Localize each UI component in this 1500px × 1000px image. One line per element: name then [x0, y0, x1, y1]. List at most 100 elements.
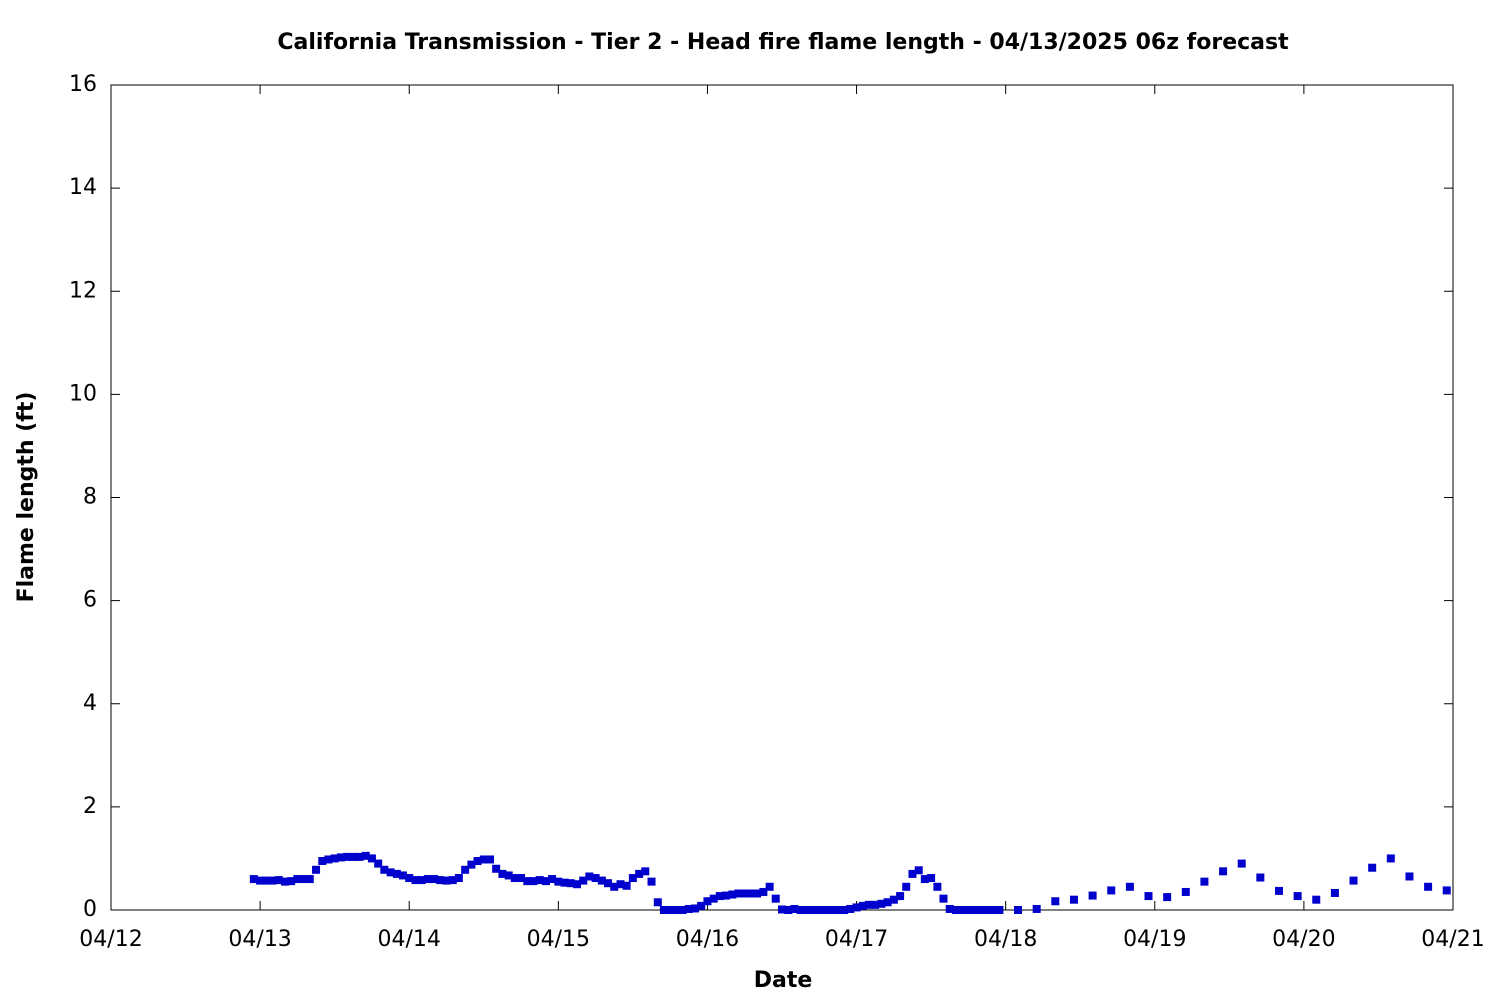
y-tick-label: 16: [69, 72, 97, 97]
data-point: [703, 897, 712, 906]
data-point: [1424, 882, 1433, 891]
data-point: [734, 889, 743, 898]
data-point: [541, 877, 550, 886]
data-point: [1200, 877, 1209, 886]
data-point: [933, 882, 942, 891]
data-point: [523, 877, 532, 886]
x-tick-label: 04/19: [1123, 927, 1186, 952]
data-point: [765, 882, 774, 891]
data-point: [784, 906, 793, 914]
data-point: [628, 874, 637, 883]
data-point: [740, 889, 749, 898]
data-point: [827, 906, 836, 914]
data-point: [392, 869, 401, 878]
data-point: [1181, 887, 1190, 896]
data-point: [572, 880, 581, 889]
data-point: [535, 876, 544, 885]
data-point: [896, 892, 905, 901]
data-point: [1088, 891, 1097, 900]
data-point: [1163, 893, 1172, 902]
data-point: [908, 869, 917, 878]
data-point: [324, 855, 333, 864]
x-tick-label: 04/13: [228, 927, 291, 952]
data-point: [510, 874, 519, 883]
x-tick-label: 04/21: [1421, 927, 1484, 952]
data-point: [566, 879, 575, 888]
data-point: [1069, 895, 1078, 904]
data-point: [902, 882, 911, 891]
x-tick-label: 04/18: [974, 927, 1037, 952]
data-point: [983, 906, 992, 914]
data-point: [1237, 859, 1246, 868]
data-point: [964, 906, 973, 914]
data-point: [809, 906, 818, 914]
y-tick-label: 2: [83, 794, 97, 819]
y-tick-label: 14: [69, 175, 97, 200]
data-point: [833, 906, 842, 914]
data-point: [989, 906, 998, 914]
data-point: [1032, 904, 1041, 913]
data-point: [945, 904, 954, 913]
data-point: [678, 906, 687, 914]
y-axis-label: Flame length (ft): [14, 392, 39, 603]
data-point: [641, 867, 650, 876]
data-point: [597, 876, 606, 885]
data-point: [920, 875, 929, 884]
data-point: [927, 874, 936, 883]
data-point: [976, 906, 985, 914]
data-point: [560, 878, 569, 887]
data-point: [293, 875, 302, 884]
data-point: [256, 876, 265, 885]
data-point: [548, 875, 557, 884]
data-point: [436, 876, 445, 885]
data-point: [653, 898, 662, 907]
data-point: [517, 874, 526, 883]
data-point: [479, 855, 488, 864]
data-point: [1405, 872, 1414, 881]
data-point: [554, 877, 563, 886]
data-point: [1274, 886, 1283, 895]
data-point: [1330, 888, 1339, 897]
data-point: [1386, 854, 1395, 863]
data-point: [603, 879, 612, 888]
data-point: [461, 865, 470, 874]
data-point: [1014, 906, 1023, 914]
data-point: [815, 906, 824, 914]
data-point: [1144, 892, 1153, 901]
data-point: [715, 892, 724, 901]
data-point: [330, 854, 339, 863]
data-point: [274, 876, 283, 885]
data-point: [753, 889, 762, 898]
data-point: [579, 876, 588, 885]
data-point: [467, 860, 476, 869]
data-point: [318, 857, 327, 866]
y-tick-label: 6: [83, 588, 97, 613]
data-point: [1051, 897, 1060, 906]
data-point: [871, 900, 880, 909]
x-axis-label: Date: [754, 968, 813, 993]
data-point: [771, 894, 780, 903]
data-point: [405, 874, 414, 883]
data-point: [386, 868, 395, 877]
data-point: [442, 876, 451, 885]
data-point: [616, 880, 625, 889]
data-point: [504, 871, 513, 880]
data-point: [498, 869, 507, 878]
data-point: [423, 875, 432, 884]
data-point: [846, 904, 855, 913]
data-point: [336, 853, 345, 862]
data-point: [1107, 886, 1116, 895]
data-point: [367, 854, 376, 863]
data-point: [1442, 886, 1451, 895]
data-point: [746, 889, 755, 898]
data-point: [1256, 873, 1265, 882]
data-point: [821, 906, 830, 914]
data-point: [622, 881, 631, 890]
chart-title: California Transmission - Tier 2 - Head …: [277, 30, 1289, 55]
data-point: [374, 859, 383, 868]
data-point: [778, 905, 786, 914]
data-point: [355, 852, 364, 861]
data-point: [349, 852, 358, 861]
data-point: [952, 906, 961, 914]
